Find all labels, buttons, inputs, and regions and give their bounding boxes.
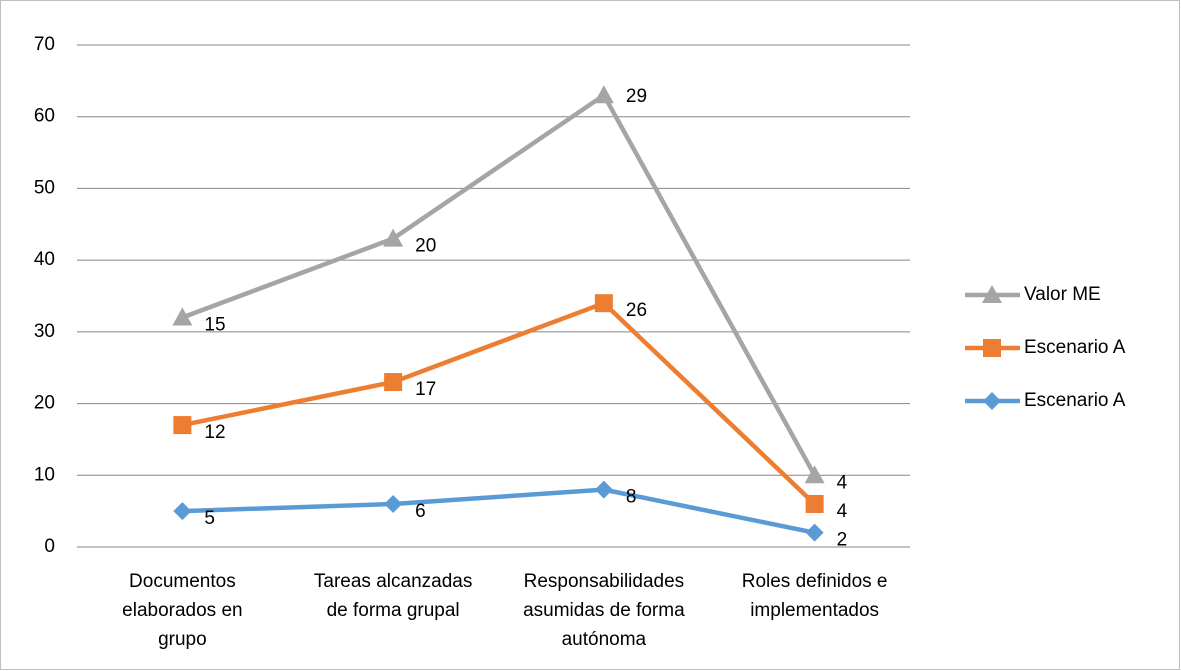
data-label: 2	[837, 530, 848, 551]
legend-marker	[983, 339, 1001, 357]
legend-marker	[983, 392, 1001, 410]
y-tick-label: 0	[44, 536, 55, 557]
marker	[805, 494, 824, 513]
marker	[173, 416, 192, 435]
y-tick-label: 60	[34, 106, 55, 127]
data-label: 15	[204, 315, 225, 336]
data-label: 20	[415, 236, 436, 257]
legend-label: Escenario A	[1024, 337, 1126, 358]
marker	[594, 294, 613, 313]
data-label: 26	[626, 300, 647, 321]
x-tick-label: Responsabilidades asumidas de forma autóno…	[523, 571, 685, 650]
data-label: 5	[204, 508, 215, 529]
data-label: 8	[626, 487, 637, 508]
marker	[594, 480, 613, 499]
marker	[804, 465, 825, 484]
marker	[593, 85, 614, 104]
series-line	[182, 487, 816, 535]
data-label: 6	[415, 501, 426, 522]
x-tick-label: Tareas alcanzadas de forma grupal	[314, 571, 472, 621]
y-tick-label: 20	[34, 393, 55, 414]
y-tick-label: 30	[34, 321, 55, 342]
legend-marker	[982, 285, 1002, 303]
data-label: 4	[837, 472, 848, 493]
x-tick-label: Roles definidos e implementados	[742, 571, 888, 621]
y-tick-label: 40	[34, 249, 55, 270]
series-line	[181, 300, 817, 506]
x-tick-label: Documentos elaborados en grupo	[122, 571, 242, 650]
y-tick-label: 10	[34, 464, 55, 485]
marker	[383, 228, 404, 247]
marker	[173, 502, 192, 521]
series-line	[181, 92, 817, 477]
data-label: 29	[626, 86, 647, 107]
marker	[384, 494, 403, 513]
data-label: 4	[837, 501, 848, 522]
y-tick-label: 70	[34, 34, 55, 55]
marker	[172, 307, 193, 326]
legend-label: Escenario A	[1024, 390, 1126, 411]
marker	[384, 373, 403, 392]
marker	[805, 523, 824, 542]
y-tick-label: 50	[34, 177, 55, 198]
data-label: 12	[204, 422, 225, 443]
data-label: 17	[415, 379, 436, 400]
legend-label: Valor ME	[1024, 284, 1101, 305]
